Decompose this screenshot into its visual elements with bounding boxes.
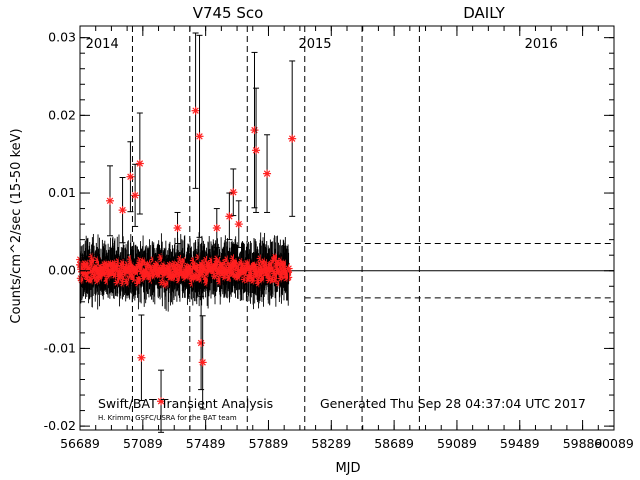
year-labels: 2014 2015 2016 [86, 37, 558, 52]
year-label: 2015 [298, 37, 331, 52]
x-axis-ticks: 56689 57089 57489 57889 58289 58689 59089 59489… [60, 26, 634, 451]
x-tick-label: 57089 [123, 436, 163, 451]
footer-left-main: Swift/BAT Transient Analysis [98, 396, 273, 411]
y-tick-label: 0.00 [48, 263, 76, 278]
chart-title: V745 Sco [193, 4, 264, 22]
footer-left-sub: H. Krimm, GSFC/USRA for the BAT team [98, 414, 237, 422]
x-tick-label: 59489 [500, 436, 540, 451]
data-point [195, 132, 204, 141]
data-point [118, 206, 127, 215]
x-tick-label: 56689 [60, 436, 100, 451]
data-point [137, 353, 146, 362]
y-tick-label: 0.02 [48, 107, 76, 122]
data-point [197, 338, 206, 347]
data-point [135, 159, 144, 168]
footer-right: Generated Thu Sep 28 04:37:04 UTC 2017 [320, 396, 586, 411]
y-tick-label: 0.01 [48, 185, 76, 200]
year-label: 2014 [86, 37, 119, 52]
y-axis-label: Counts/cm^2/sec (15-50 keV) [9, 128, 24, 323]
data-point [131, 191, 140, 200]
plot-border [79, 25, 615, 431]
x-tick-label: 58289 [311, 436, 351, 451]
y-tick-label: -0.01 [44, 340, 76, 355]
y-tick-label: -0.02 [44, 418, 76, 433]
x-tick-label: 59089 [437, 436, 477, 451]
y-tick-label: 0.03 [48, 30, 76, 45]
x-axis-label: MJD [335, 461, 360, 476]
y-axis-ticks: -0.02 -0.01 0.00 0.01 0.02 0.03 [44, 30, 614, 433]
data-point [225, 212, 234, 221]
data-point [229, 188, 238, 197]
data-point [198, 358, 207, 367]
x-tick-label: 59889 [563, 436, 603, 451]
x-tick-label: 60089 [594, 436, 634, 451]
x-tick-label: 58689 [374, 436, 414, 451]
data-point [105, 196, 114, 205]
plot-frame [79, 25, 615, 431]
data-point [126, 172, 135, 181]
band-data-point [284, 264, 293, 273]
highlight-data-points [105, 32, 297, 433]
data-point [157, 397, 166, 406]
chart-title-right: DAILY [463, 4, 505, 22]
x-tick-label: 57889 [249, 436, 289, 451]
year-label: 2016 [525, 37, 558, 52]
data-point [212, 224, 221, 232]
x-tick-label: 57489 [186, 436, 226, 451]
data-point [173, 224, 182, 232]
data-point [252, 146, 261, 155]
data-point [234, 220, 243, 229]
data-point [191, 106, 200, 115]
dense-data-band [76, 232, 293, 312]
data-point [263, 169, 272, 178]
data-point [250, 126, 259, 135]
data-point [288, 134, 297, 143]
reference-lines [80, 26, 614, 430]
